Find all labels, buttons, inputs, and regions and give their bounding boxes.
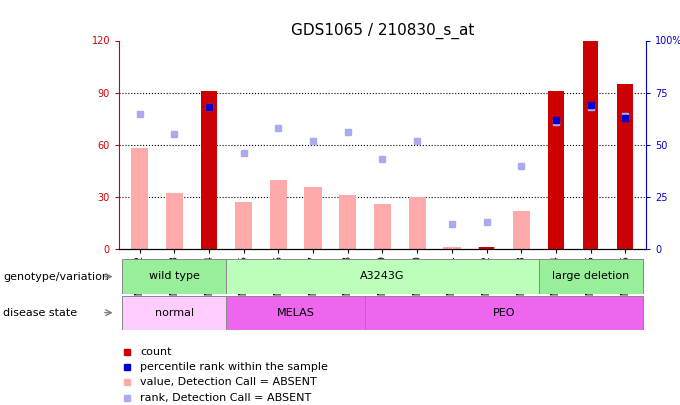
Bar — [235, 202, 252, 249]
Text: large deletion: large deletion — [552, 271, 629, 281]
Bar — [226, 259, 539, 294]
Text: value, Detection Call = ABSENT: value, Detection Call = ABSENT — [140, 377, 317, 387]
Bar — [131, 148, 148, 249]
Bar — [539, 259, 643, 294]
Bar — [583, 40, 598, 249]
Bar — [617, 84, 633, 249]
Text: count: count — [140, 347, 171, 357]
Text: wild type: wild type — [149, 271, 200, 281]
Bar — [166, 194, 183, 249]
Text: genotype/variation: genotype/variation — [3, 272, 109, 281]
Text: disease state: disease state — [3, 308, 78, 318]
Bar — [443, 247, 460, 249]
Text: rank, Detection Call = ABSENT: rank, Detection Call = ABSENT — [140, 393, 311, 403]
Text: normal: normal — [155, 308, 194, 318]
Bar — [479, 247, 494, 249]
Text: A3243G: A3243G — [360, 271, 405, 281]
Bar — [270, 179, 287, 249]
Bar — [409, 197, 426, 249]
Bar — [548, 91, 564, 249]
Bar — [513, 211, 530, 249]
Bar — [122, 259, 226, 294]
Bar — [201, 91, 217, 249]
Bar — [122, 296, 226, 330]
Bar — [339, 195, 356, 249]
Bar — [365, 296, 643, 330]
Bar — [478, 247, 495, 249]
Text: MELAS: MELAS — [277, 308, 315, 318]
Title: GDS1065 / 210830_s_at: GDS1065 / 210830_s_at — [291, 23, 474, 39]
Bar — [374, 204, 391, 249]
Bar — [226, 296, 365, 330]
Text: percentile rank within the sample: percentile rank within the sample — [140, 362, 328, 373]
Bar — [305, 186, 322, 249]
Text: PEO: PEO — [492, 308, 515, 318]
